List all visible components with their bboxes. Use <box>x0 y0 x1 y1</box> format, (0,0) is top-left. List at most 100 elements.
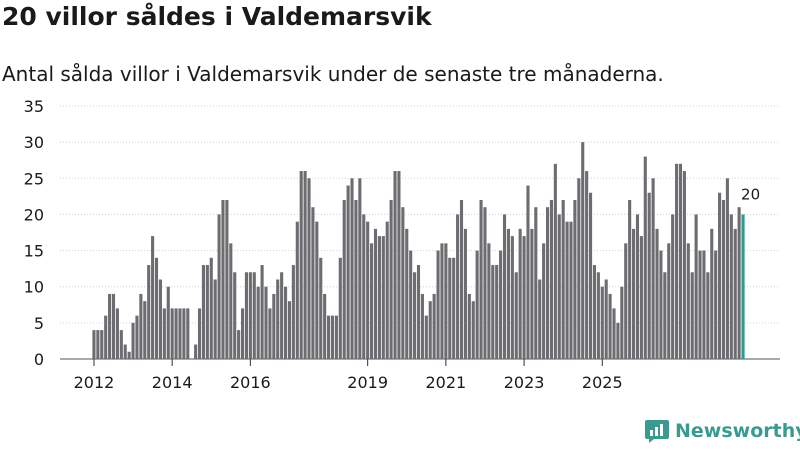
x-tick-label: 2014 <box>152 373 193 392</box>
y-tick-label: 10 <box>24 278 44 297</box>
bar <box>213 279 217 359</box>
bar <box>542 243 546 359</box>
bar <box>573 199 577 359</box>
bar <box>178 308 182 359</box>
bar <box>643 156 647 359</box>
y-tick-label: 5 <box>34 314 44 333</box>
bar <box>639 236 643 359</box>
bar <box>393 171 397 359</box>
bar <box>682 171 686 359</box>
bar <box>111 293 116 359</box>
bar <box>502 214 507 359</box>
bar <box>698 250 702 359</box>
bar <box>577 178 581 359</box>
bar <box>135 315 139 359</box>
bar <box>276 279 280 359</box>
bar <box>405 228 409 359</box>
bar <box>463 228 467 359</box>
bar <box>381 236 385 359</box>
bar <box>553 163 557 359</box>
bar <box>96 330 100 359</box>
bar <box>217 214 221 359</box>
bar <box>596 272 600 359</box>
bar <box>545 207 550 359</box>
chart-subtitle: Antal sålda villor i Valdemarsvik under … <box>2 62 664 86</box>
y-tick-label: 35 <box>24 97 44 116</box>
bar <box>186 308 190 359</box>
bar-series <box>92 142 745 359</box>
bar <box>632 228 636 359</box>
bar <box>139 293 143 359</box>
x-tick-label: 2023 <box>504 373 545 392</box>
bar <box>479 199 483 359</box>
bar <box>373 228 378 359</box>
x-axis: 2012 2014 2016 2019 2021 2023 2025 <box>74 359 623 392</box>
bar <box>588 192 593 359</box>
bar <box>307 178 311 359</box>
bar <box>327 315 331 359</box>
bar <box>499 250 503 359</box>
bar <box>237 330 241 359</box>
bar <box>151 236 155 359</box>
bar <box>229 243 233 359</box>
bar <box>205 265 209 359</box>
bar <box>409 250 413 359</box>
latest-value-label: 20 <box>741 185 760 203</box>
bar <box>315 221 319 359</box>
bar <box>158 279 162 359</box>
bar <box>604 279 608 359</box>
bar <box>354 199 358 359</box>
bar <box>655 228 659 359</box>
bar <box>702 250 706 359</box>
bar <box>362 214 366 359</box>
bar <box>334 315 338 359</box>
bar <box>244 272 249 359</box>
bar <box>471 301 475 359</box>
bar <box>612 308 616 359</box>
bar <box>350 178 354 359</box>
bar <box>127 351 131 359</box>
bar <box>428 301 432 359</box>
bar <box>495 265 499 359</box>
bar <box>518 228 522 359</box>
bar <box>401 207 405 359</box>
bar <box>225 199 229 359</box>
bar <box>557 214 561 359</box>
bar <box>526 185 530 359</box>
bar <box>710 228 714 359</box>
bar <box>714 250 718 359</box>
bar <box>675 163 679 359</box>
bar <box>338 257 342 359</box>
bar <box>436 250 440 359</box>
bar <box>581 142 585 359</box>
bar <box>725 178 729 359</box>
bar <box>131 322 135 359</box>
bar <box>706 272 710 359</box>
bar <box>248 272 252 359</box>
bar-latest <box>741 214 745 359</box>
bar <box>565 221 569 359</box>
brand-name: Newsworthy <box>675 420 800 442</box>
newsworthy-icon <box>645 420 669 443</box>
bar <box>291 265 295 359</box>
bar <box>413 272 417 359</box>
bar <box>694 214 698 359</box>
bar <box>170 308 174 359</box>
bar <box>233 272 237 359</box>
bar <box>510 236 514 359</box>
bar <box>522 236 526 359</box>
bar <box>283 286 288 359</box>
bar <box>377 236 381 359</box>
bar <box>487 243 491 359</box>
bar <box>295 221 299 359</box>
bar <box>385 221 389 359</box>
bar <box>346 185 350 359</box>
bar <box>342 199 346 359</box>
bar <box>240 308 245 359</box>
x-tick-label: 2019 <box>347 373 388 392</box>
chart-title: 20 villor såldes i Valdemarsvik <box>2 2 432 31</box>
bar <box>600 286 604 359</box>
bar <box>416 265 421 359</box>
bar <box>209 257 213 359</box>
bar <box>452 257 456 359</box>
